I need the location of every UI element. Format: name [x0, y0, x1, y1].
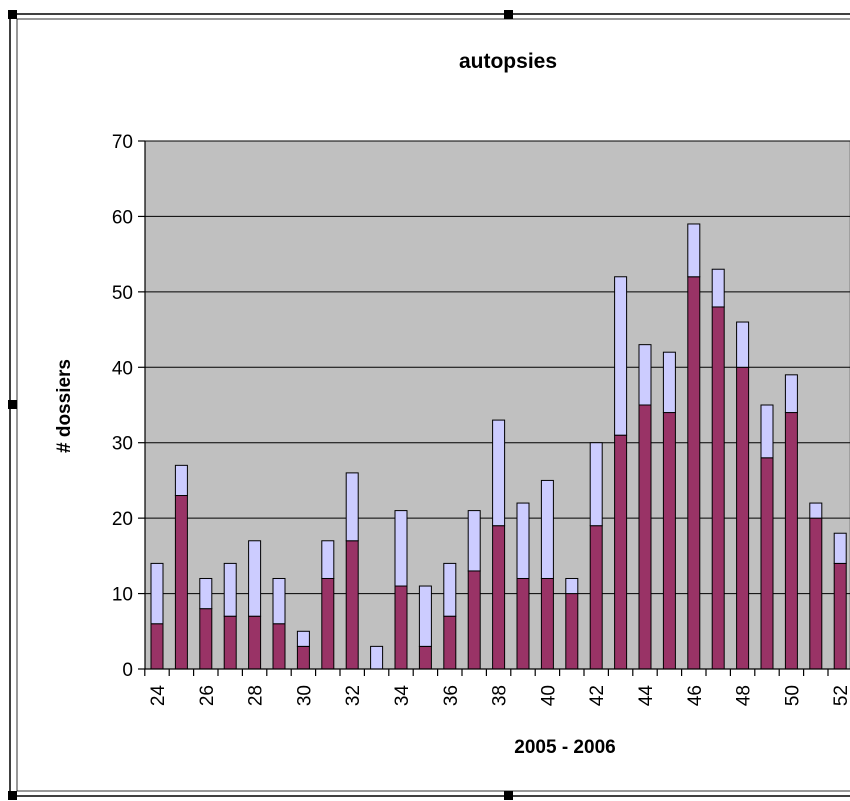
bar-upper [272, 577, 286, 625]
x-tick-label: 24 [148, 685, 169, 707]
bar-lower [638, 404, 652, 670]
bar-lower [321, 577, 335, 670]
y-tick-label: 60 [112, 207, 133, 228]
y-tick-label: 20 [112, 509, 133, 530]
bar-upper [540, 479, 554, 579]
y-axis-title: # dossiers [54, 359, 75, 453]
bar-upper [223, 562, 237, 617]
bar-lower [272, 623, 286, 670]
y-tick-label: 0 [122, 660, 133, 681]
bar-upper [589, 442, 603, 527]
bar-upper [809, 502, 823, 519]
bar-lower [736, 366, 750, 670]
x-ticks: 24 26 28 30 32 34 36 38 40 42 44 46 48 50 52 [144, 669, 850, 707]
axes [144, 141, 850, 670]
y-tick-label: 70 [112, 132, 133, 153]
bar-upper [321, 540, 335, 579]
bar-lower [418, 645, 432, 670]
x-tick-label: 36 [441, 685, 462, 706]
bar-upper [467, 510, 481, 572]
bar-upper [150, 562, 164, 625]
y-tick-label: 50 [112, 283, 133, 304]
x-tick-label: 40 [538, 685, 559, 706]
bar-upper [492, 419, 506, 527]
bar-lower [662, 412, 676, 670]
x-tick-label: 44 [636, 685, 657, 707]
bar-lower [540, 577, 554, 670]
chart-title: autopsies [459, 50, 557, 73]
x-tick-label: 28 [246, 685, 267, 706]
bar-upper [248, 540, 262, 617]
x-tick-label: 50 [782, 685, 803, 706]
bar-lower [443, 615, 457, 670]
bar-lower [833, 562, 847, 670]
bar-lower [467, 570, 481, 670]
resize-handle-left[interactable] [8, 400, 17, 409]
bar-lower [394, 585, 408, 670]
resize-handle-bottom[interactable] [504, 791, 513, 800]
bar-upper [345, 472, 359, 542]
bar-upper [784, 374, 798, 414]
gridlines [145, 140, 850, 595]
x-tick-label: 46 [685, 685, 706, 706]
x-tick-label: 32 [343, 685, 364, 706]
x-tick-label: 52 [831, 685, 850, 706]
y-tick-label: 10 [112, 585, 133, 606]
bar-upper [516, 502, 530, 579]
bar-upper [687, 223, 701, 278]
bar-lower [760, 457, 774, 670]
bar-upper [296, 630, 310, 647]
bar-lower [687, 276, 701, 670]
bar-upper [174, 464, 188, 497]
y-tick-label: 40 [112, 358, 133, 379]
bar-upper [199, 577, 213, 610]
bar-lower [711, 306, 725, 670]
bar-upper [614, 276, 628, 436]
x-tick-label: 26 [197, 685, 218, 706]
x-axis-title: 2005 - 2006 [514, 737, 615, 758]
bar-upper [760, 404, 774, 459]
bar-upper [443, 562, 457, 617]
bar-upper [662, 351, 676, 414]
x-tick-label: 38 [490, 685, 511, 706]
y-tick-label: 30 [112, 434, 133, 455]
bar-lower [248, 615, 262, 670]
y-ticks: 0 10 20 30 40 50 60 70 [112, 132, 145, 681]
bar-lower [492, 525, 506, 670]
x-tick-label: 34 [392, 685, 413, 707]
bar-lower [565, 593, 579, 670]
bar-upper [638, 344, 652, 406]
x-tick-label: 30 [294, 685, 315, 706]
bar-upper [565, 577, 579, 595]
bar-lower [199, 608, 213, 670]
bar-lower [345, 540, 359, 670]
bar-lower [516, 577, 530, 670]
bar-lower [589, 525, 603, 670]
bar-lower [809, 517, 823, 670]
bar-upper [711, 268, 725, 308]
bar-lower [174, 495, 188, 670]
resize-handle-bottom-left[interactable] [8, 791, 17, 800]
resize-handle-top-left[interactable] [8, 10, 17, 19]
bar-lower [614, 434, 628, 670]
bar-upper [736, 321, 750, 368]
bar-upper [833, 532, 847, 564]
x-tick-label: 42 [587, 685, 608, 706]
bar-upper [370, 645, 384, 670]
bar-lower [150, 623, 164, 670]
bar-lower [296, 645, 310, 670]
bar-lower [223, 615, 237, 670]
resize-handle-top[interactable] [504, 10, 513, 19]
bar-upper [418, 585, 432, 647]
bar-lower [784, 412, 798, 670]
bar-upper [394, 510, 408, 587]
x-tick-label: 48 [734, 685, 755, 706]
